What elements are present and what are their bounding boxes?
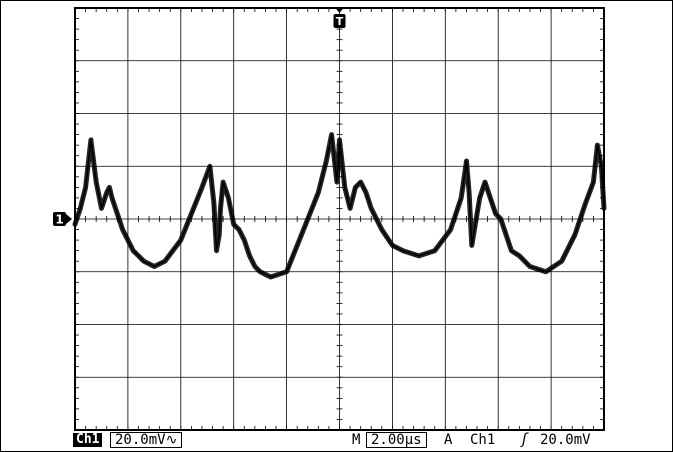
- volts-per-div-readout: 20.0mV∿: [110, 432, 183, 448]
- waveform-trace: [74, 133, 605, 278]
- channel-marker-arrow: [66, 214, 72, 224]
- trigger-marker-label: T: [336, 15, 344, 28]
- time-prefix-label: M: [352, 432, 361, 448]
- channel-label: Ch1: [73, 433, 103, 447]
- time-per-div-readout: 2.00µs: [366, 432, 427, 448]
- channel-marker-box: [53, 212, 66, 226]
- trigger-marker-box: [333, 14, 346, 28]
- trigger-slope-icon: ʃ: [520, 430, 530, 448]
- trigger-level-readout: 20.0mV: [540, 432, 591, 448]
- trigger-source-label: Ch1: [470, 432, 496, 448]
- channel-marker-label: 1: [55, 213, 63, 227]
- trigger-mode-label: A: [444, 432, 453, 448]
- trigger-marker-arrow: [335, 8, 344, 13]
